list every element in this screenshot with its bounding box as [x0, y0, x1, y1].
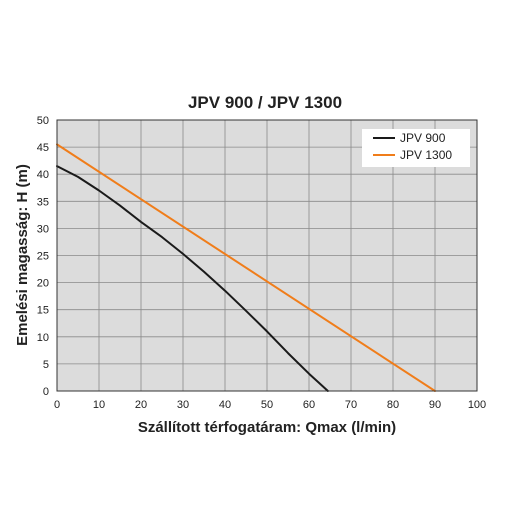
- x-tick-label: 80: [387, 399, 399, 411]
- legend-box: [362, 129, 470, 167]
- tick-labels: 0 10 20 30 40 50 60 70 80 90 100 0 5 10 15 20 25 30 35 40 45…: [37, 115, 486, 411]
- legend-label-jpv1300: JPV 1300: [400, 148, 452, 162]
- series-layer: [56, 143, 436, 392]
- y-tick-label: 5: [43, 359, 49, 371]
- y-tick-label: 40: [37, 169, 49, 181]
- y-tick-label: 15: [37, 305, 49, 317]
- plot-border: [56, 119, 478, 392]
- x-tick-label: 100: [468, 399, 486, 411]
- x-tick-label: 90: [429, 399, 441, 411]
- x-tick-label: 0: [54, 399, 60, 411]
- y-tick-label: 10: [37, 332, 49, 344]
- legend: JPV 900 JPV 1300: [362, 129, 470, 167]
- series-line-jpv1300: [56, 143, 436, 392]
- y-tick-label: 0: [43, 386, 49, 398]
- x-tick-label: 60: [303, 399, 315, 411]
- y-axis-title: Emelési magasság: H (m): [14, 164, 31, 346]
- y-tick-label: 50: [37, 115, 49, 127]
- y-tick-label: 25: [37, 251, 49, 263]
- chart-title: JPV 900 / JPV 1300: [188, 93, 342, 112]
- legend-label-jpv900: JPV 900: [400, 131, 446, 145]
- x-tick-label: 50: [261, 399, 273, 411]
- series-line-jpv900: [56, 165, 329, 392]
- x-tick-label: 30: [177, 399, 189, 411]
- x-tick-label: 20: [135, 399, 147, 411]
- y-tick-label: 35: [37, 196, 49, 208]
- x-tick-label: 10: [93, 399, 105, 411]
- x-axis-title: Szállított térfogatáram: Qmax (l/min): [138, 419, 396, 436]
- y-tick-label: 45: [37, 142, 49, 154]
- x-tick-label: 40: [219, 399, 231, 411]
- y-tick-label: 30: [37, 223, 49, 235]
- x-tick-label: 70: [345, 399, 357, 411]
- y-tick-label: 20: [37, 278, 49, 290]
